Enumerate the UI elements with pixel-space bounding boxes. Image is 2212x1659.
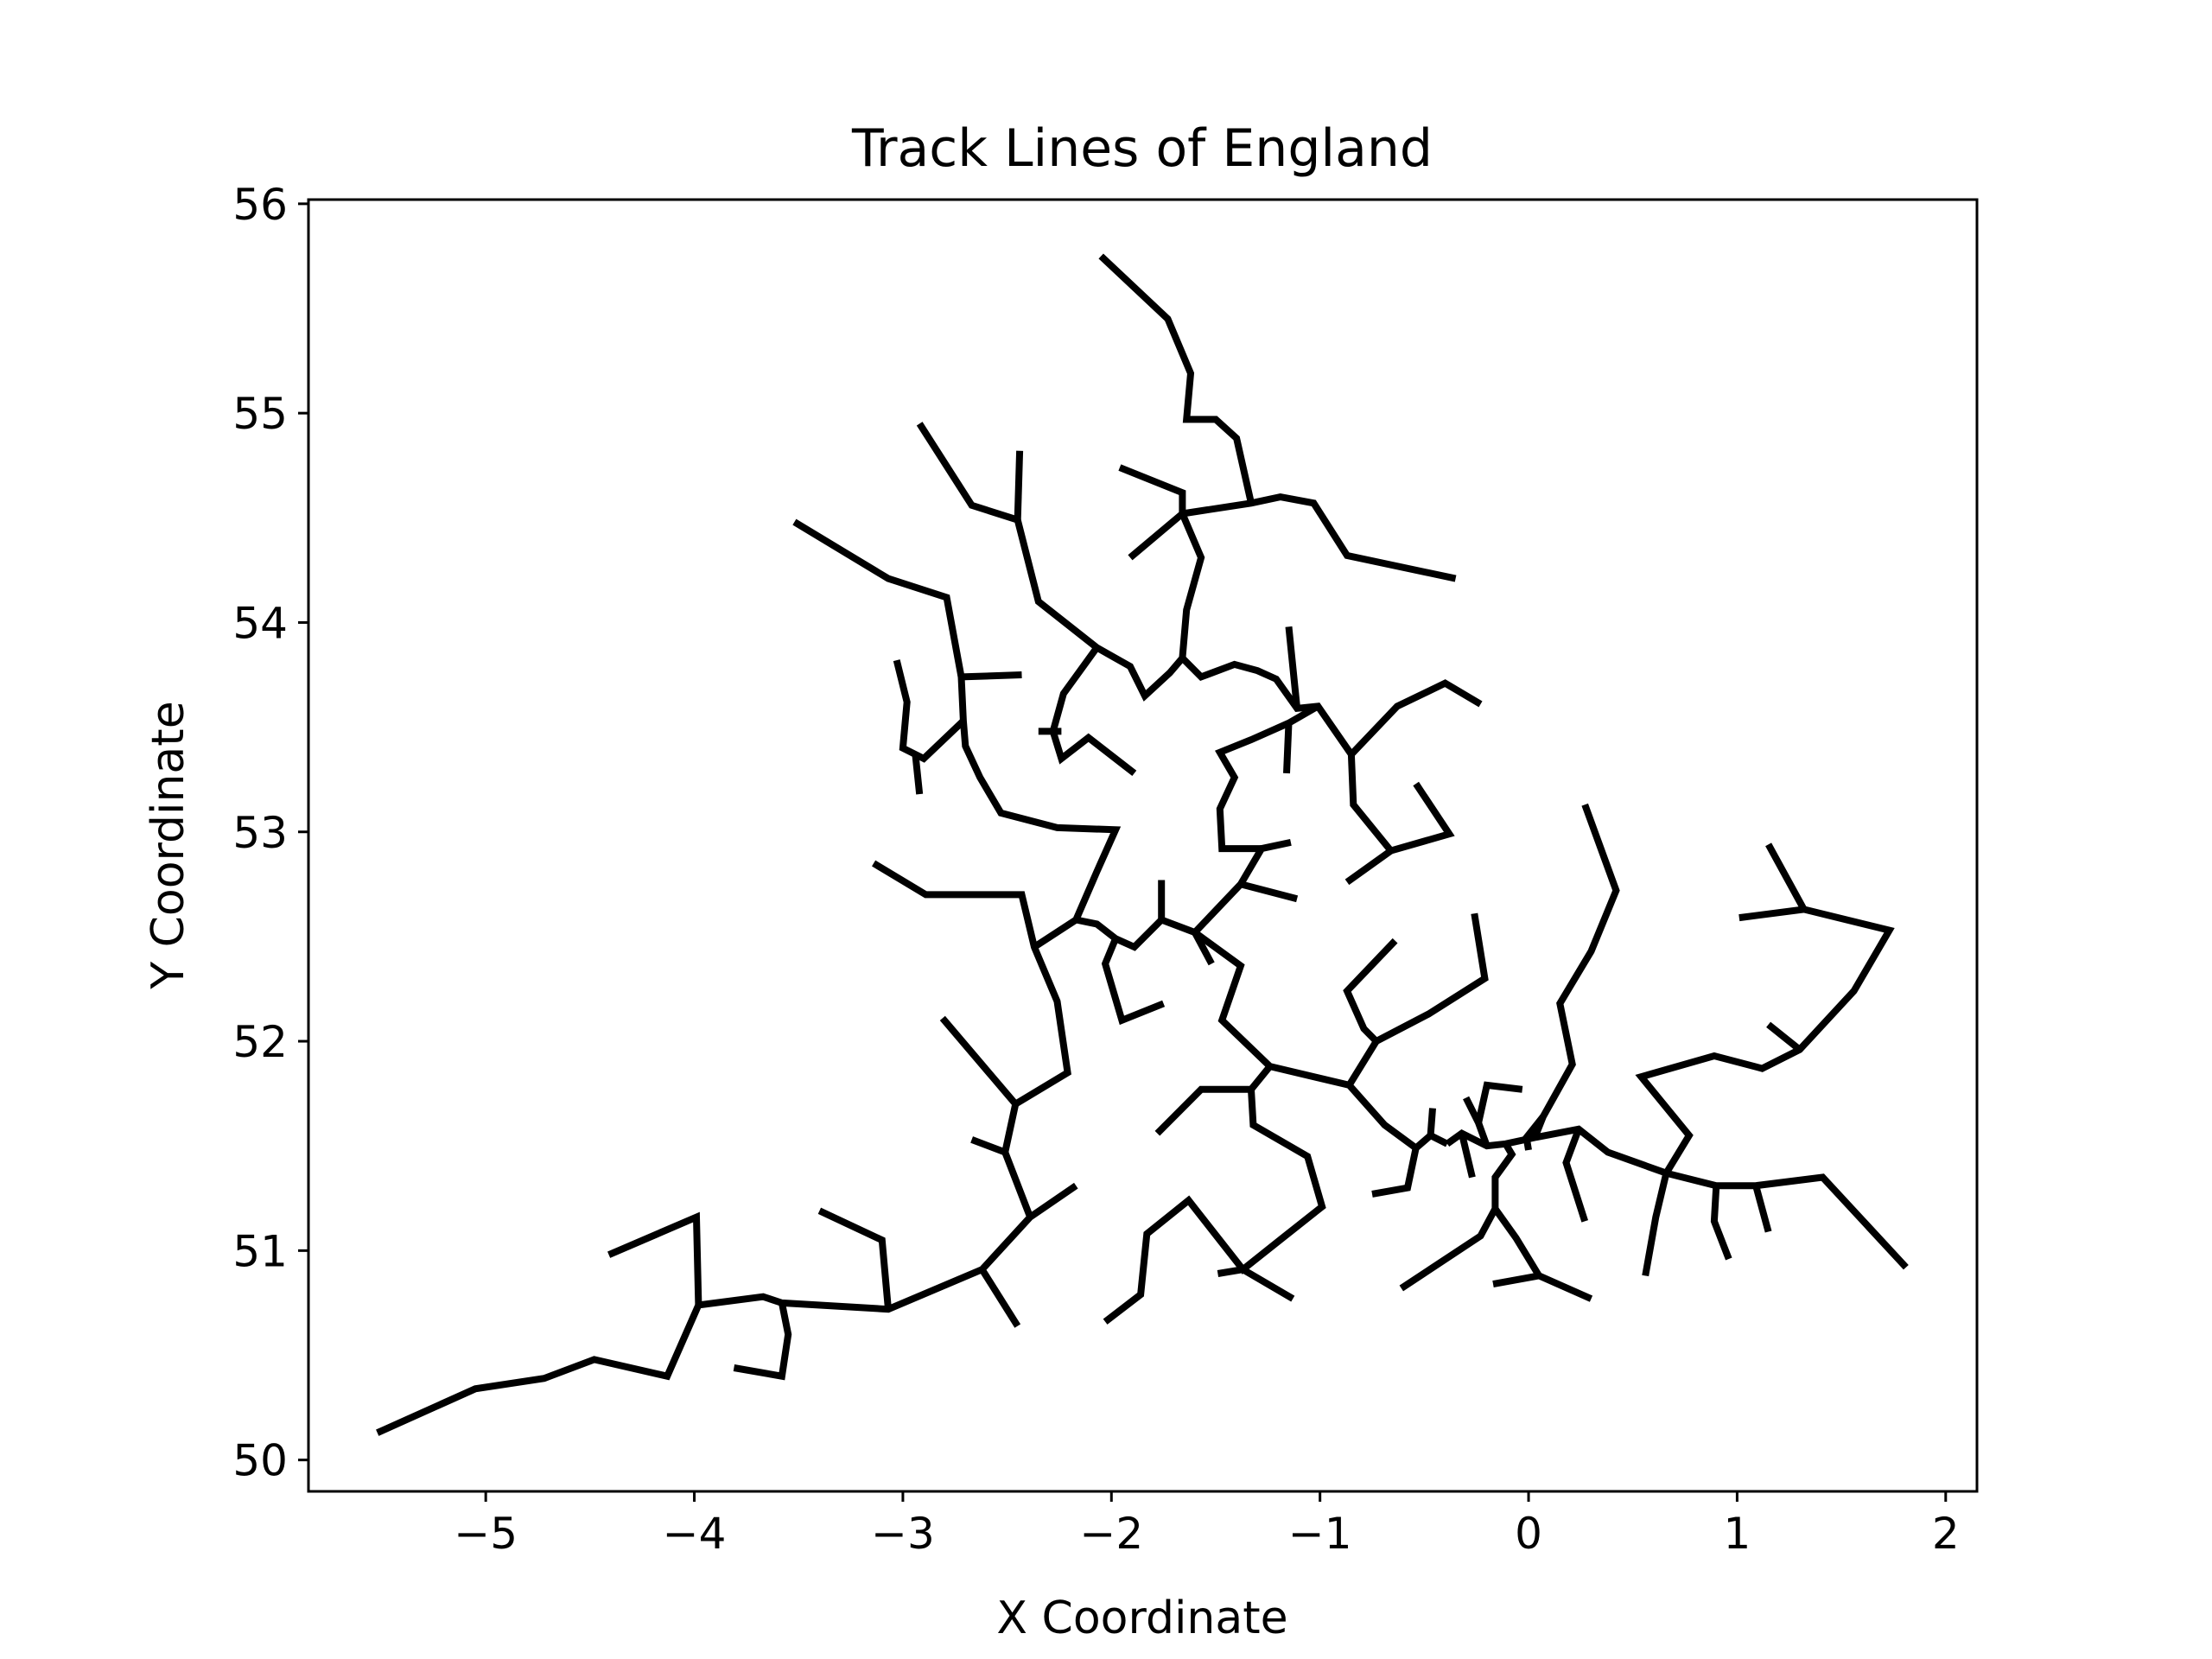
track-line-36 bbox=[1492, 1206, 1593, 1302]
track-line-32 bbox=[1458, 1132, 1476, 1179]
x-axis-label: X Coordinate bbox=[996, 1592, 1287, 1644]
y-tick-label: 50 bbox=[232, 1436, 288, 1486]
x-tick-label: 2 bbox=[1932, 1509, 1960, 1559]
x-tick-label: −3 bbox=[871, 1509, 935, 1559]
track-line-18 bbox=[1101, 937, 1166, 1026]
track-line-4 bbox=[817, 1207, 892, 1310]
track-line-1 bbox=[376, 1182, 1078, 1436]
track-line-47 bbox=[1179, 655, 1455, 855]
track-line-15 bbox=[1049, 645, 1137, 777]
track-line-50 bbox=[1285, 626, 1301, 709]
x-tick-label: −1 bbox=[1288, 1509, 1352, 1559]
track-line-21 bbox=[1192, 838, 1292, 935]
track-line-27 bbox=[1343, 938, 1398, 1087]
chart-title: Track Lines of England bbox=[851, 118, 1433, 179]
track-line-35 bbox=[1399, 1141, 1516, 1292]
track-line-53 bbox=[1118, 464, 1205, 658]
x-tick-label: −5 bbox=[454, 1509, 518, 1559]
track-line-22 bbox=[1239, 880, 1299, 903]
track-line-3 bbox=[733, 1302, 792, 1381]
track-line-23 bbox=[1154, 1064, 1273, 1136]
y-tick-label: 53 bbox=[232, 808, 288, 858]
track-line-45 bbox=[1710, 1185, 1732, 1261]
track-line-49 bbox=[1349, 679, 1483, 757]
track-line-6 bbox=[970, 1136, 1033, 1219]
y-tick-label: 54 bbox=[232, 598, 288, 648]
track-line-39 bbox=[1522, 1114, 1547, 1151]
track-line-31 bbox=[1427, 1108, 1436, 1136]
y-axis: 50 51 52 53 54 55 56 bbox=[232, 180, 308, 1486]
x-axis: −5 −4 −3 −2 −1 0 1 2 bbox=[454, 1491, 1960, 1559]
track-line-9 bbox=[957, 671, 1122, 950]
track-line-30 bbox=[1371, 1147, 1420, 1198]
track-line-13 bbox=[1014, 450, 1024, 520]
x-tick-label: 0 bbox=[1515, 1509, 1542, 1559]
y-tick-label: 56 bbox=[232, 180, 288, 230]
track-line-38 bbox=[1531, 803, 1620, 1139]
x-tick-label: −2 bbox=[1079, 1509, 1143, 1559]
track-lines-layer bbox=[376, 253, 1909, 1436]
y-tick-label: 51 bbox=[232, 1226, 288, 1276]
track-line-28 bbox=[1374, 912, 1489, 1045]
track-line-7 bbox=[939, 1015, 1020, 1154]
track-line-46 bbox=[1752, 1185, 1772, 1233]
y-tick-label: 55 bbox=[232, 389, 288, 439]
track-line-12 bbox=[912, 753, 924, 795]
track-line-26 bbox=[1241, 1266, 1295, 1302]
track-line-44 bbox=[1642, 1172, 1670, 1277]
track-line-34 bbox=[1475, 1081, 1523, 1124]
track-line-51 bbox=[1215, 702, 1320, 853]
track-line-20 bbox=[1192, 931, 1215, 966]
track-line-42 bbox=[1765, 842, 1808, 912]
plot-frame bbox=[307, 198, 1979, 1493]
track-line-52 bbox=[1283, 722, 1293, 774]
track-line-25 bbox=[1217, 1266, 1244, 1277]
track-line-5 bbox=[979, 1268, 1021, 1328]
track-line-24 bbox=[1103, 1089, 1326, 1325]
track-line-48 bbox=[1344, 848, 1394, 886]
track-line-8 bbox=[872, 860, 1071, 1108]
track-line-40 bbox=[1562, 1128, 1589, 1223]
track-line-41 bbox=[1635, 906, 1895, 1175]
track-line-10 bbox=[792, 518, 965, 678]
y-tick-label: 52 bbox=[232, 1017, 288, 1067]
track-line-11 bbox=[893, 659, 966, 763]
track-line-55 bbox=[1181, 493, 1457, 582]
x-tick-label: 1 bbox=[1724, 1509, 1751, 1559]
x-tick-label: −4 bbox=[663, 1509, 727, 1559]
track-line-43 bbox=[1766, 1021, 1802, 1052]
track-line-54 bbox=[1128, 511, 1185, 561]
track-line-56 bbox=[1098, 253, 1255, 505]
track-line-2 bbox=[607, 1211, 702, 1306]
y-axis-label: Y Coordinate bbox=[143, 701, 194, 989]
track-line-37 bbox=[1492, 1272, 1540, 1288]
